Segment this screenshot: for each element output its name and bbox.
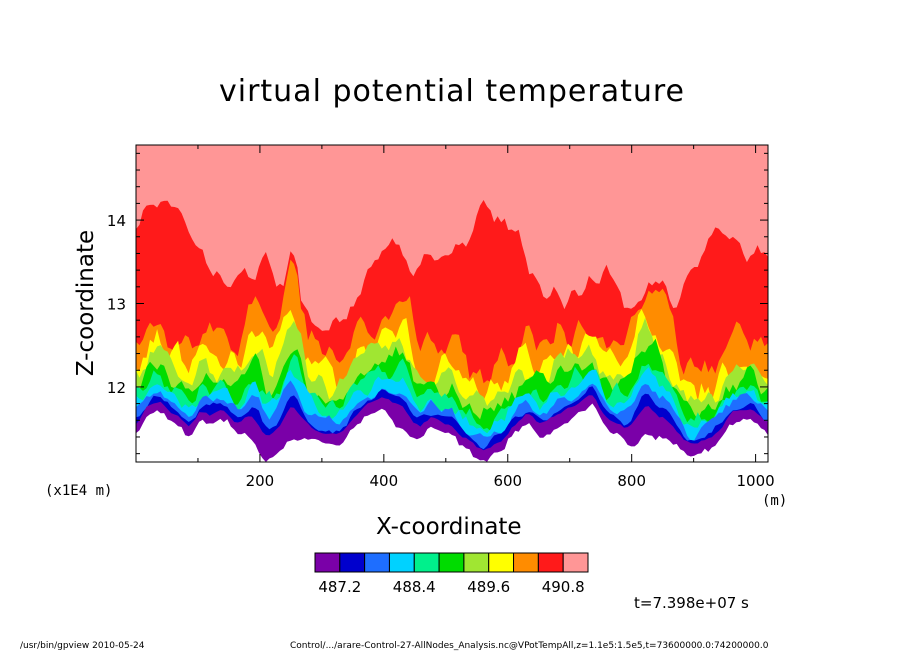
y-unit-label: (x1E4 m)	[45, 483, 113, 499]
colorbar-swatch	[388, 552, 415, 573]
x-unit-label: (m)	[762, 493, 788, 509]
colorbar-label: 490.8	[542, 578, 585, 596]
footer-data-source: Control/.../arare-Control-27-AllNodes_An…	[290, 641, 769, 651]
time-label: t=7.398e+07 s	[634, 594, 749, 612]
colorbar-swatch	[488, 552, 515, 573]
colorbar-swatch	[438, 552, 465, 573]
colorbar-swatch	[537, 552, 564, 573]
colorbar-swatch	[314, 552, 341, 573]
chart-title: virtual potential temperature	[218, 74, 685, 109]
colorbar-label: 489.6	[467, 578, 510, 596]
x-tick-label: 600	[493, 472, 522, 490]
x-tick-label: 400	[370, 472, 399, 490]
y-tick-label: 14	[107, 212, 126, 230]
footer-program-date: /usr/bin/gpview 2010-05-24	[20, 641, 145, 651]
x-axis-label: X-coordinate	[376, 514, 522, 540]
y-tick-label: 12	[107, 379, 126, 397]
y-tick-label: 13	[107, 296, 126, 314]
colorbar-swatch	[513, 552, 539, 573]
colorbar-label: 488.4	[393, 578, 436, 596]
colorbar-swatch	[364, 552, 390, 573]
x-tick-label: 200	[246, 472, 275, 490]
x-tick-label: 800	[617, 472, 646, 490]
colorbar-label: 487.2	[318, 578, 361, 596]
y-axis-label: Z-coordinate	[73, 229, 99, 377]
colorbar-swatch	[413, 552, 440, 573]
colorbar-swatch	[562, 552, 589, 573]
colorbar-swatch	[463, 552, 490, 573]
x-tick-label: 1000	[737, 472, 775, 490]
colorbar-swatch	[339, 552, 366, 573]
band-white	[136, 403, 768, 462]
